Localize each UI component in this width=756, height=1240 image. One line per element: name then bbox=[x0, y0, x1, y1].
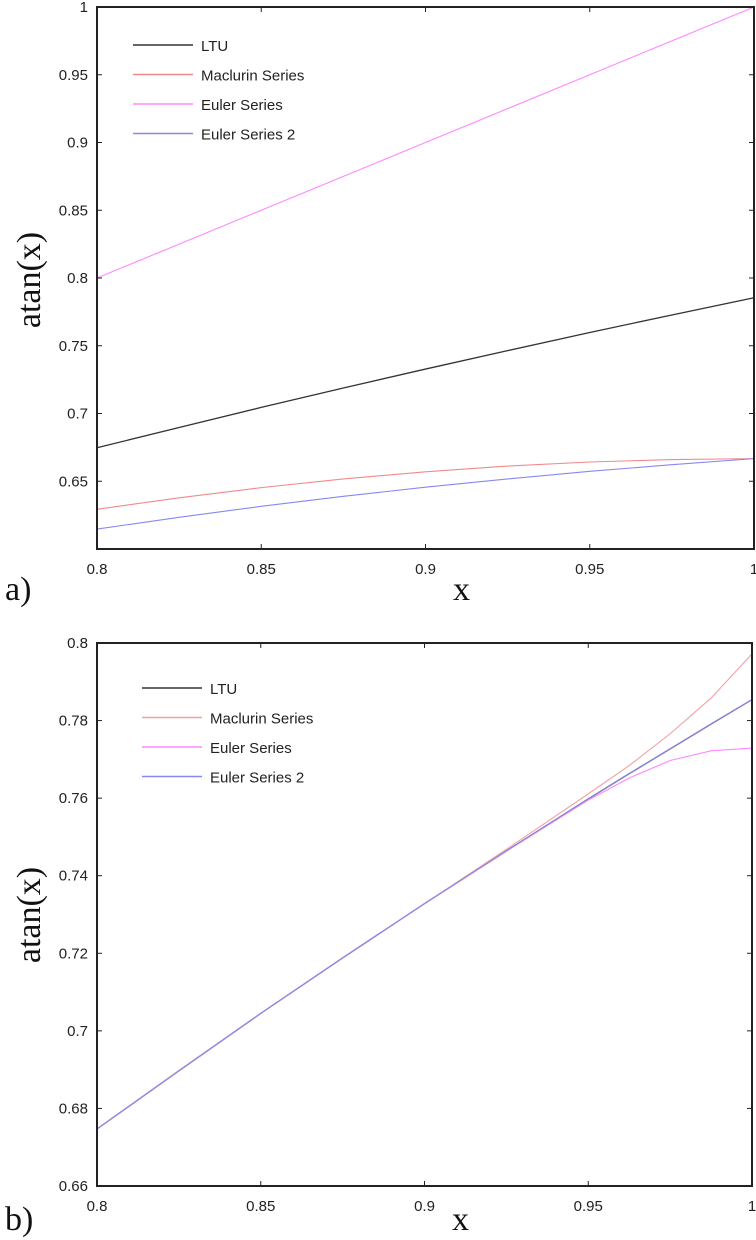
series-line-euler-series-2 bbox=[96, 458, 755, 530]
legend-label: Euler Series bbox=[201, 97, 283, 114]
series-line-euler-series-2 bbox=[96, 699, 753, 1130]
y-tick-label: 0.7 bbox=[67, 406, 88, 423]
x-axis-label: x bbox=[452, 1201, 469, 1238]
y-tick-label: 0.72 bbox=[59, 945, 88, 962]
legend-item: Euler Series bbox=[133, 97, 283, 114]
legend-label: Euler Series 2 bbox=[201, 127, 295, 144]
subplot-a: 0.8 0.85 0.9 0.95 1 0.65 0.7 0.75 0.8 0.85 0.9 0.95… bbox=[5, 0, 756, 608]
y-tick-label: 0.75 bbox=[59, 338, 88, 355]
y-tick-label: 0.68 bbox=[59, 1100, 88, 1117]
legend-item: Maclurin Series bbox=[142, 711, 313, 728]
y-tick-label: 0.9 bbox=[67, 135, 88, 152]
legend-label: Maclurin Series bbox=[210, 711, 313, 728]
y-tick-label: 0.95 bbox=[59, 67, 88, 84]
x-axis-label: x bbox=[453, 571, 470, 608]
x-tick-label: 1 bbox=[750, 561, 756, 578]
y-tick-label: 0.8 bbox=[67, 635, 88, 652]
panel-label: b) bbox=[5, 1201, 33, 1238]
y-tick-label: 0.85 bbox=[59, 202, 88, 219]
legend-label: Maclurin Series bbox=[201, 68, 304, 85]
subplot-b: 0.8 0.85 0.9 0.95 1 0.66 0.68 0.7 0.72 0.74 0.76 0.… bbox=[5, 635, 756, 1238]
legend: LTU Maclurin Series Euler Series Euler Seri… bbox=[142, 681, 313, 787]
legend-label: LTU bbox=[201, 38, 228, 55]
y-tick-label: 1 bbox=[80, 0, 88, 16]
legend-label: Euler Series 2 bbox=[210, 770, 304, 787]
x-tick-label: 0.9 bbox=[415, 561, 436, 578]
legend-item: Euler Series bbox=[142, 740, 292, 757]
axes-frame bbox=[96, 642, 753, 1187]
x-tick-label: 1 bbox=[748, 1198, 756, 1215]
y-axis-label: atan(x) bbox=[11, 232, 48, 328]
legend-item: Euler Series 2 bbox=[133, 127, 295, 144]
legend-label: Euler Series bbox=[210, 740, 292, 757]
x-tick-label: 0.95 bbox=[574, 1198, 603, 1215]
y-tick-label: 0.74 bbox=[59, 868, 88, 885]
series-line-euler-series bbox=[96, 747, 753, 1130]
legend-label: LTU bbox=[210, 681, 237, 698]
series-line-maclurin-series bbox=[96, 653, 753, 1130]
x-tick-label: 0.85 bbox=[247, 561, 276, 578]
series-line-maclurin-series bbox=[96, 458, 755, 510]
series-line-ltu bbox=[96, 699, 753, 1130]
y-tick-label: 0.7 bbox=[67, 1023, 88, 1040]
x-tick-label: 0.95 bbox=[575, 561, 604, 578]
x-tick-label: 0.9 bbox=[414, 1198, 435, 1215]
legend-item: Maclurin Series bbox=[133, 68, 304, 85]
legend: LTU Maclurin Series Euler Series Euler Seri… bbox=[133, 38, 304, 144]
legend-item: LTU bbox=[133, 38, 228, 55]
legend-item: LTU bbox=[142, 681, 237, 698]
x-tick-label: 0.8 bbox=[87, 561, 108, 578]
y-tick-label: 0.76 bbox=[59, 790, 88, 807]
series-line-ltu bbox=[96, 297, 755, 449]
x-tick-label: 0.85 bbox=[246, 1198, 275, 1215]
y-tick-label: 0.65 bbox=[59, 473, 88, 490]
y-tick-label: 0.8 bbox=[67, 270, 88, 287]
legend-item: Euler Series 2 bbox=[142, 770, 304, 787]
y-tick-label: 0.66 bbox=[59, 1178, 88, 1195]
y-axis-label: atan(x) bbox=[11, 867, 48, 963]
axes-frame bbox=[96, 6, 755, 550]
x-tick-label: 0.8 bbox=[87, 1198, 108, 1215]
y-tick-label: 0.78 bbox=[59, 713, 88, 730]
series-line-euler-series bbox=[96, 6, 755, 279]
panel-label: a) bbox=[5, 571, 31, 608]
